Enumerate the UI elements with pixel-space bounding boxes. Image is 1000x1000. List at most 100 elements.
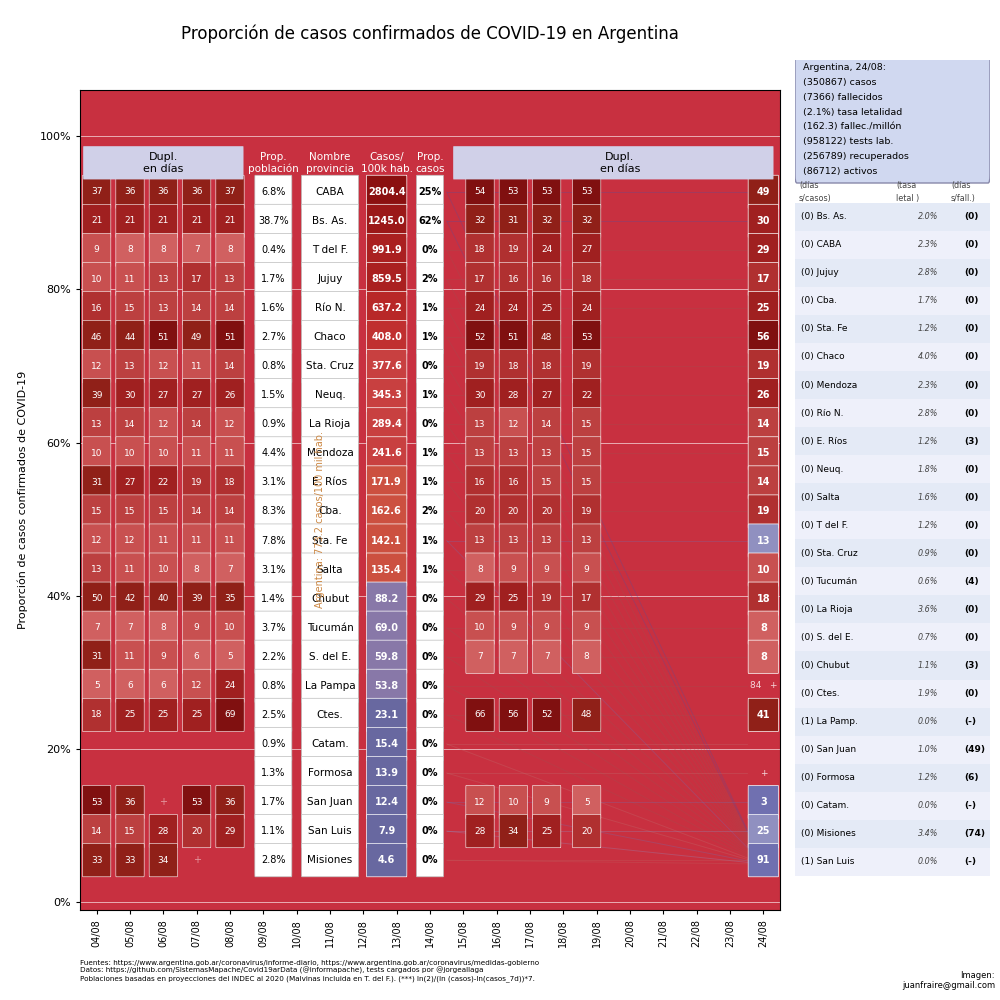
Text: 26: 26 [757, 390, 770, 400]
Y-axis label: Proporción de casos confirmados de COVID-19: Proporción de casos confirmados de COVID… [18, 371, 28, 629]
Text: 0.6%: 0.6% [918, 577, 938, 586]
Text: 0.0%: 0.0% [918, 717, 938, 726]
FancyBboxPatch shape [466, 495, 494, 528]
Text: 51: 51 [158, 333, 169, 342]
FancyBboxPatch shape [116, 815, 144, 848]
FancyBboxPatch shape [82, 611, 111, 644]
Text: 12: 12 [474, 798, 486, 807]
Text: (tasa: (tasa [896, 181, 917, 190]
FancyBboxPatch shape [532, 321, 561, 354]
Text: 2.0%: 2.0% [918, 212, 938, 221]
Text: 49: 49 [191, 333, 202, 342]
Text: 2.7%: 2.7% [261, 332, 286, 342]
FancyBboxPatch shape [366, 756, 407, 790]
Text: 25: 25 [541, 304, 552, 313]
Text: (0): (0) [965, 296, 979, 305]
FancyBboxPatch shape [499, 640, 527, 673]
FancyBboxPatch shape [82, 437, 111, 470]
Text: 0.0%: 0.0% [918, 801, 938, 810]
Text: 53: 53 [91, 798, 102, 807]
Text: 53: 53 [581, 187, 592, 196]
Text: 42: 42 [124, 594, 136, 603]
Text: 7.8%: 7.8% [261, 536, 286, 546]
FancyBboxPatch shape [466, 698, 494, 732]
FancyBboxPatch shape [366, 844, 407, 877]
Text: 1.2%: 1.2% [918, 521, 938, 530]
Text: 289.4: 289.4 [371, 419, 402, 429]
Text: 1.7%: 1.7% [918, 296, 938, 305]
FancyBboxPatch shape [216, 785, 244, 819]
Text: 142.1: 142.1 [371, 536, 402, 546]
Text: (0) Neuq.: (0) Neuq. [801, 465, 843, 474]
Text: E. Ríos: E. Ríos [312, 477, 348, 487]
FancyBboxPatch shape [216, 291, 244, 325]
Text: 6: 6 [127, 681, 133, 690]
Text: 17: 17 [757, 274, 770, 284]
Text: 1.5%: 1.5% [261, 390, 286, 400]
Text: 1.7%: 1.7% [261, 797, 286, 807]
Text: (0) Chaco: (0) Chaco [801, 352, 844, 361]
FancyBboxPatch shape [416, 350, 443, 383]
FancyBboxPatch shape [366, 408, 407, 441]
FancyBboxPatch shape [302, 582, 358, 615]
Text: 29: 29 [474, 594, 486, 603]
Text: 56: 56 [757, 332, 770, 342]
Text: Argentina, 24/08:: Argentina, 24/08: [803, 63, 886, 72]
Bar [795, 708, 990, 736]
FancyBboxPatch shape [255, 785, 292, 819]
Text: (162.3) fallec./millón: (162.3) fallec./millón [803, 122, 901, 131]
FancyBboxPatch shape [572, 698, 601, 732]
Text: 0%: 0% [422, 623, 438, 633]
Text: 162.6: 162.6 [371, 506, 402, 516]
FancyBboxPatch shape [255, 437, 292, 470]
Text: 1.2%: 1.2% [918, 773, 938, 782]
Bar [795, 203, 990, 231]
FancyBboxPatch shape [416, 815, 443, 848]
FancyBboxPatch shape [532, 495, 561, 528]
Text: 14: 14 [124, 420, 136, 429]
FancyBboxPatch shape [149, 408, 178, 441]
Bar [795, 848, 990, 876]
Text: 5: 5 [94, 681, 100, 690]
FancyBboxPatch shape [572, 582, 601, 615]
Text: 18: 18 [541, 362, 552, 371]
Text: (0) Salta: (0) Salta [801, 493, 839, 502]
FancyBboxPatch shape [255, 466, 292, 499]
Text: Argentina: 773.2 casos/100 mil hab.: Argentina: 773.2 casos/100 mil hab. [315, 431, 325, 608]
Text: 19: 19 [508, 245, 519, 254]
FancyBboxPatch shape [532, 233, 561, 267]
Text: 39: 39 [91, 391, 102, 400]
Text: 6: 6 [160, 681, 166, 690]
Bar [795, 567, 990, 595]
FancyBboxPatch shape [366, 582, 407, 615]
Text: Misiones: Misiones [307, 855, 353, 865]
FancyBboxPatch shape [82, 204, 111, 238]
Text: (0): (0) [965, 605, 979, 614]
Bar [795, 315, 990, 343]
Text: Sta. Cruz: Sta. Cruz [306, 361, 354, 371]
FancyBboxPatch shape [466, 321, 494, 354]
Text: 16: 16 [508, 478, 519, 487]
Text: 345.3: 345.3 [371, 390, 402, 400]
Bar [795, 343, 990, 371]
Text: 12: 12 [124, 536, 136, 545]
Text: 20: 20 [508, 507, 519, 516]
Text: 29: 29 [224, 827, 236, 836]
Text: (0) La Rioja: (0) La Rioja [801, 605, 852, 614]
Text: 25: 25 [508, 594, 519, 603]
FancyBboxPatch shape [748, 408, 778, 441]
Text: 29: 29 [757, 245, 770, 255]
Text: (0) Río N.: (0) Río N. [801, 409, 843, 418]
FancyBboxPatch shape [532, 785, 561, 819]
Text: 27: 27 [581, 245, 592, 254]
Text: 19: 19 [757, 506, 770, 516]
Text: 46: 46 [91, 333, 102, 342]
FancyBboxPatch shape [255, 698, 292, 732]
Text: (-): (-) [965, 857, 977, 866]
FancyBboxPatch shape [572, 495, 601, 528]
FancyBboxPatch shape [499, 379, 527, 412]
FancyBboxPatch shape [255, 524, 292, 557]
FancyBboxPatch shape [182, 495, 211, 528]
FancyBboxPatch shape [255, 350, 292, 383]
Text: (0): (0) [965, 493, 979, 502]
